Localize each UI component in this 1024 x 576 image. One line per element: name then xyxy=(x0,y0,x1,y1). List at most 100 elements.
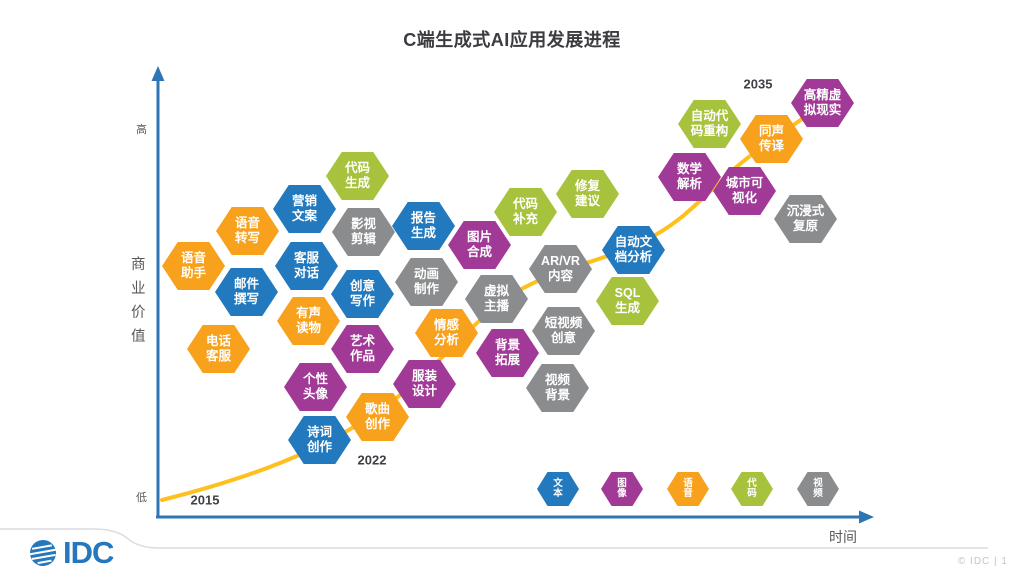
hex-app-label: 补充 xyxy=(512,212,538,226)
hex-app-label: 创作 xyxy=(306,440,332,454)
y-axis-title-char: 商 xyxy=(131,257,146,273)
hex-app-label: 视化 xyxy=(731,191,757,205)
hex-app-label: 生成 xyxy=(614,301,640,315)
hex-app-label: 电话 xyxy=(205,334,231,348)
y-axis-title-char: 值 xyxy=(131,329,146,345)
hex-app-label: 服装 xyxy=(411,369,437,383)
hex-app-label: 剪辑 xyxy=(350,232,376,246)
hex-app-label: 影视 xyxy=(350,217,376,231)
hex-app-label: 语音 xyxy=(234,216,260,230)
hex-app-label: 代码 xyxy=(344,161,370,175)
hex-app-label: 分析 xyxy=(433,333,459,347)
hex-app-image: 高精虚 拟现实 xyxy=(791,79,854,127)
y-axis-title-char: 价 xyxy=(131,305,146,321)
hex-app-video: 视频 背景 xyxy=(526,364,589,412)
hex-app-label: 城市可 xyxy=(725,176,764,190)
hex-app-image: 背景 拓展 xyxy=(476,329,539,377)
y-axis-arrow xyxy=(151,66,165,81)
hex-app-label: 档分析 xyxy=(614,250,653,264)
hex-app-image: 个性 头像 xyxy=(284,363,347,411)
hex-app-label: 虚拟 xyxy=(483,284,509,298)
hex-app-label: 设计 xyxy=(411,384,437,398)
hex-app-code: 修复 建议 xyxy=(556,170,619,218)
hex-app-label: 制作 xyxy=(413,282,439,296)
hex-app-label: 文案 xyxy=(291,209,317,223)
hex-app-voice: 同声 传译 xyxy=(740,115,803,163)
hex-app-voice: 语音 转写 xyxy=(216,207,279,255)
hex-app-image: 城市可 视化 xyxy=(713,167,776,215)
hex-app-label: AR/VR xyxy=(541,254,580,268)
hex-app-label: 动画 xyxy=(413,267,439,281)
hex-app-voice: 语音 助手 xyxy=(162,242,225,290)
hex-app-text: 报告 生成 xyxy=(392,202,455,250)
hex-app-label: 报告 xyxy=(410,211,436,225)
hex-app-code: 代码 补充 xyxy=(494,188,557,236)
hex-app-voice: 有声 读物 xyxy=(277,297,340,345)
hex-app-label: 拓展 xyxy=(494,353,520,367)
hex-app-image: 数学 解析 xyxy=(658,153,721,201)
legend-label-char: 频 xyxy=(813,488,823,499)
idc-logo-text: IDC xyxy=(63,535,114,570)
y-axis-title-char: 业 xyxy=(131,281,146,297)
milestone-year-label: 2022 xyxy=(357,452,387,468)
footer-divider-line xyxy=(0,528,988,549)
milestone-year-label: 2015 xyxy=(190,492,220,508)
hex-app-label: 视频 xyxy=(544,373,570,387)
hex-app-label: 拟现实 xyxy=(803,103,842,117)
copyright: © IDC | 1 xyxy=(957,556,1008,567)
legend-label-char: 图 xyxy=(617,477,627,489)
hex-app-label: 写作 xyxy=(349,294,375,308)
y-axis-title: 商业价值 xyxy=(131,253,146,349)
hex-app-label: 语音 xyxy=(180,251,206,265)
hex-app-text: 诗词 创作 xyxy=(288,416,351,464)
hex-app-video: 虚拟 主播 xyxy=(465,275,528,323)
hex-app-image: 图片 合成 xyxy=(448,221,511,269)
hex-app-label: 短视频 xyxy=(544,316,583,330)
hex-app-video: 影视 剪辑 xyxy=(332,208,395,256)
legend-label-char: 本 xyxy=(553,488,563,499)
hex-app-text: 创意 写作 xyxy=(331,270,394,318)
hex-app-label: 解析 xyxy=(676,177,702,191)
hex-app-label: 主播 xyxy=(483,299,509,313)
hex-app-label: 情感 xyxy=(433,318,459,332)
hex-app-label: 歌曲 xyxy=(364,402,390,416)
x-axis-arrow xyxy=(859,510,874,524)
idc-logo: IDC xyxy=(28,535,114,570)
hex-app-label: 有声 xyxy=(295,306,321,320)
legend-label-char: 像 xyxy=(617,488,627,499)
hex-app-label: 生成 xyxy=(410,226,436,240)
legend-label-char: 码 xyxy=(747,488,757,499)
hex-app-image: 服装 设计 xyxy=(393,360,456,408)
hex-app-label: 图片 xyxy=(466,230,492,244)
globe-icon xyxy=(29,540,56,566)
hex-app-label: 营销 xyxy=(291,194,317,208)
hex-app-video: AR/VR 内容 xyxy=(529,245,592,293)
hex-app-text: 营销 文案 xyxy=(273,185,336,233)
hex-app-voice: 情感 分析 xyxy=(415,309,478,357)
hex-app-image: 艺术 作品 xyxy=(331,325,394,373)
hex-app-label: 邮件 xyxy=(233,277,259,291)
hex-app-voice: 歌曲 创作 xyxy=(346,393,409,441)
hex-app-label: 头像 xyxy=(302,387,328,401)
hex-app-text: 自动文 档分析 xyxy=(602,226,665,274)
hex-app-video: 短视频 创意 xyxy=(532,307,595,355)
hex-app-label: 同声 xyxy=(758,124,784,138)
hex-app-label: 客服 xyxy=(293,251,319,265)
hex-app-voice: 电话 客服 xyxy=(187,325,250,373)
hex-app-label: 建议 xyxy=(574,194,600,208)
hex-app-label: 作品 xyxy=(349,349,375,363)
hex-app-label: 自动代 xyxy=(690,109,729,123)
hex-app-label: 高精虚 xyxy=(803,88,842,102)
hex-app-label: 艺术 xyxy=(349,334,375,348)
hex-app-code: SQL 生成 xyxy=(596,277,659,325)
hex-app-label: 诗词 xyxy=(306,425,332,439)
hex-app-label: 背景 xyxy=(494,338,520,352)
hex-app-video: 动画 制作 xyxy=(395,258,458,306)
hex-app-label: 码重构 xyxy=(690,124,729,138)
x-axis-title: 时间 xyxy=(829,529,857,545)
hex-app-label: 修复 xyxy=(574,179,600,193)
hex-app-code: 代码 生成 xyxy=(326,152,389,200)
milestone-year-label: 2035 xyxy=(743,76,773,92)
legend-label-char: 语 xyxy=(683,477,693,489)
legend-label-char: 文 xyxy=(553,477,563,489)
